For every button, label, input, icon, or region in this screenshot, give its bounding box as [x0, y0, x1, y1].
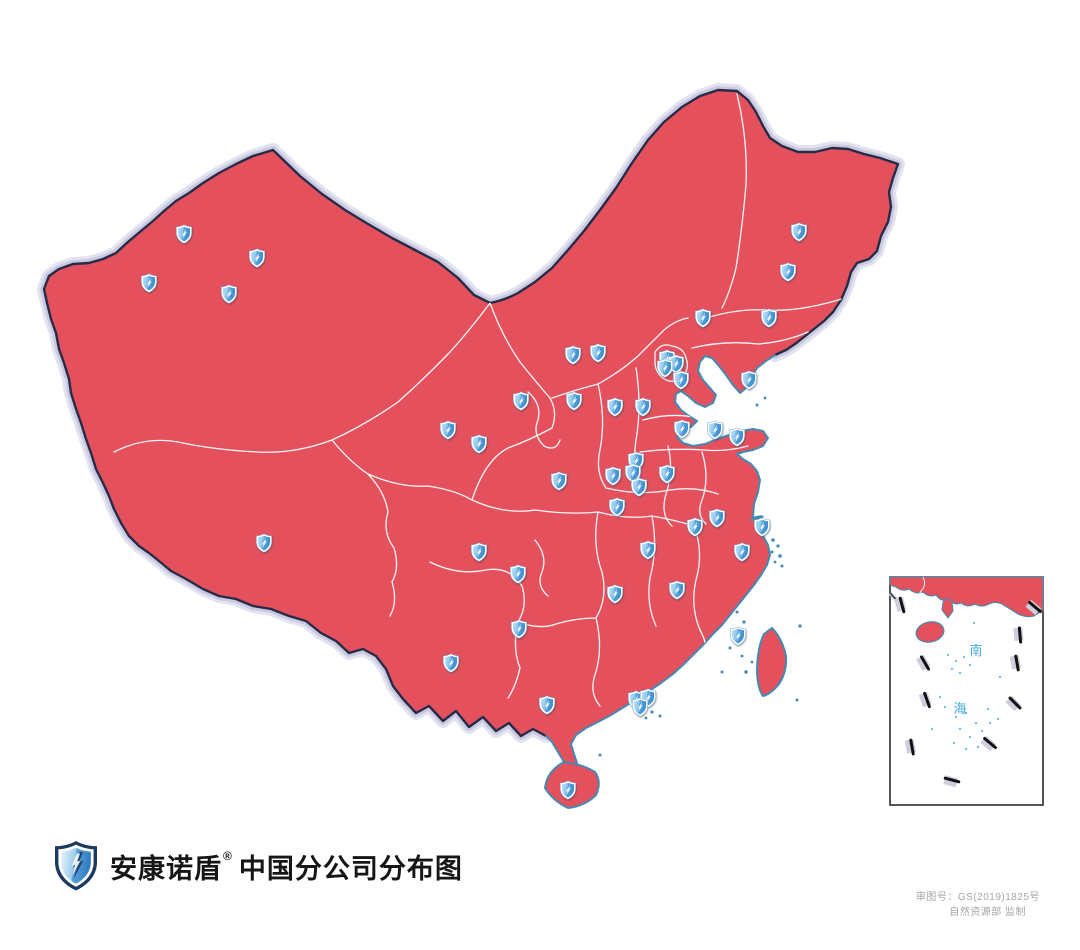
- nine-dash-segment: [1005, 695, 1022, 712]
- brand-shield-logo-icon: [55, 841, 97, 891]
- map-title-suffix: 中国分公司分布图: [238, 853, 463, 884]
- nine-dash-segment: [1025, 599, 1042, 616]
- inset-label-nan: 南: [969, 643, 982, 658]
- map-legend: 安康诺盾® 中国分公司分布图: [52, 840, 463, 892]
- province-boundaries: [113, 93, 846, 707]
- taiwan-island: [755, 626, 788, 698]
- nine-dash-segment: [894, 596, 907, 614]
- nine-dash-segment: [1009, 654, 1021, 672]
- branch-shield-marker: [729, 626, 747, 646]
- inset-label-hai: 海: [953, 701, 966, 716]
- nine-dash-segment: [980, 735, 997, 752]
- nine-dash-segment: [1013, 626, 1024, 644]
- map-title: 安康诺盾® 中国分公司分布图: [110, 847, 463, 886]
- nine-dash-segment: [916, 655, 931, 671]
- map-credits: 审图号：GS(2019)1825号 自然资源部 监制: [916, 890, 1040, 920]
- registered-mark: ®: [223, 848, 233, 863]
- branch-shield-marker: [631, 697, 649, 717]
- coastal-islets: [598, 396, 802, 757]
- map-publisher: 自然资源部 监制: [949, 907, 1026, 918]
- inset-landmass: [888, 576, 1044, 643]
- nine-dash-segment: [918, 691, 932, 709]
- inset-frame: [889, 576, 1044, 806]
- map-approval-number: 审图号：GS(2019)1825号: [915, 892, 1040, 903]
- inset-islets: [930, 621, 1002, 751]
- nine-dash-segment: [904, 738, 916, 756]
- nine-dash-line: [894, 596, 1042, 788]
- brand-name: 安康诺盾: [110, 853, 222, 884]
- south-china-sea-inset: 南 海: [888, 576, 1044, 806]
- nine-dash-segment: [943, 775, 961, 788]
- branch-shield-marker: [706, 420, 724, 440]
